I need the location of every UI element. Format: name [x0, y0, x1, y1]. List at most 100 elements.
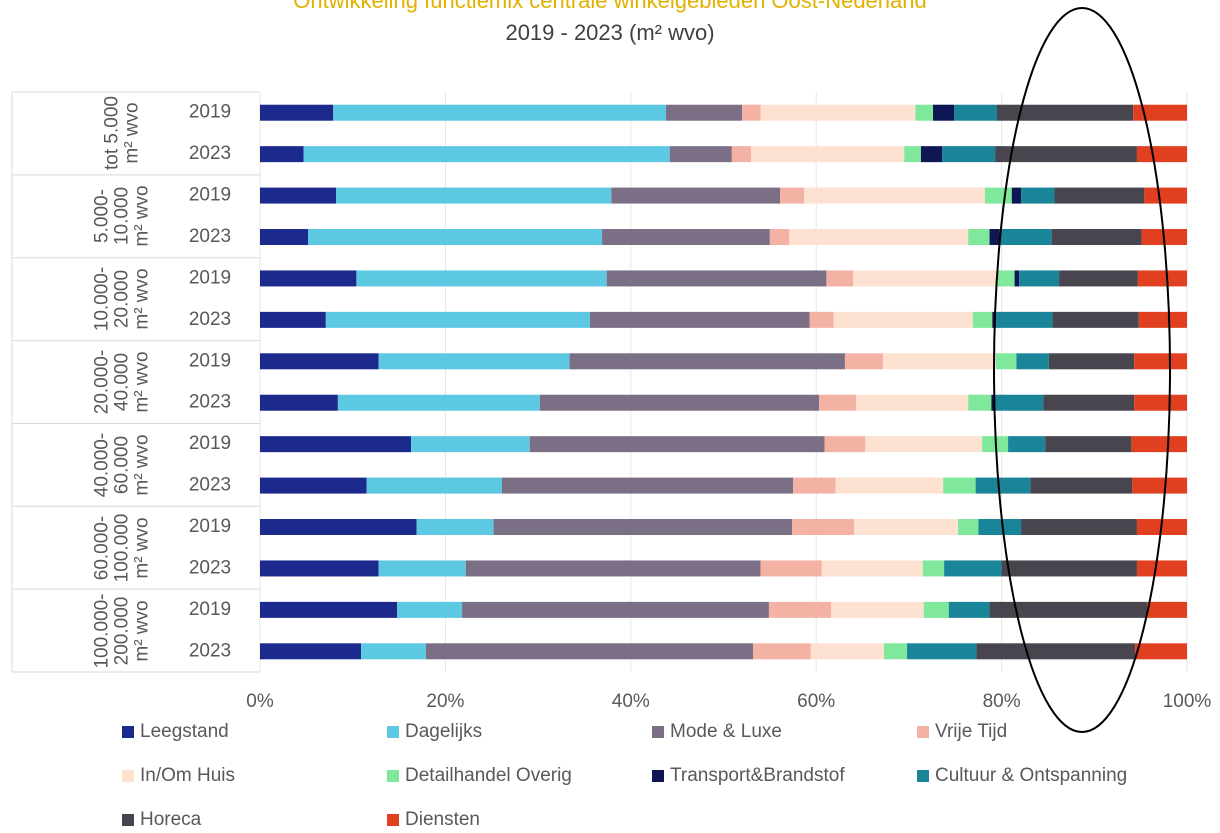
bar-segment	[972, 311, 993, 328]
bar-segment	[904, 146, 921, 163]
bar-segment	[361, 643, 426, 660]
bar-segment	[325, 311, 591, 328]
bar-segment	[1014, 270, 1020, 287]
y-tick-label: 2023	[189, 392, 231, 413]
bar-segment	[308, 229, 603, 246]
bar-segment	[856, 394, 969, 411]
bar-segment	[1136, 146, 1187, 163]
bar-segment	[958, 519, 979, 536]
bar-segment	[996, 270, 1015, 287]
bar-segment	[1001, 560, 1137, 577]
group-label: 60.000-100.000 m² wvo	[91, 513, 152, 583]
bar-segment	[821, 560, 923, 577]
bar-segment	[260, 436, 412, 453]
bar-segment	[425, 643, 754, 660]
bar-segment	[1144, 187, 1187, 204]
chart-title: Ontwikkeling functiemix centrale winkelg…	[293, 0, 926, 13]
bar-segment	[943, 477, 976, 494]
bar-segment	[337, 394, 540, 411]
bar-segment	[968, 229, 990, 246]
bar-segment	[1016, 353, 1049, 370]
legend-swatch	[122, 770, 134, 782]
bar-segment	[1008, 436, 1046, 453]
bar-segment	[411, 436, 530, 453]
bar-segment	[804, 187, 985, 204]
x-tick-label: 100%	[1163, 691, 1212, 712]
bar-segment	[865, 436, 983, 453]
bar-segment	[769, 229, 790, 246]
bar-segment	[780, 187, 805, 204]
bar-segment	[824, 436, 866, 453]
bar-segment	[976, 643, 1136, 660]
bar-segment	[984, 187, 1012, 204]
bar-segment	[818, 394, 857, 411]
bar-segment	[1134, 394, 1187, 411]
legend-swatch	[387, 770, 399, 782]
bar-segment	[611, 187, 781, 204]
y-tick-label: 2019	[189, 350, 231, 371]
bar-segment	[260, 477, 367, 494]
bar-segment	[996, 104, 1134, 121]
bar-segment	[1019, 270, 1060, 287]
bar-segment	[260, 560, 379, 577]
y-tick-label: 2019	[189, 102, 231, 123]
bar-segment	[810, 643, 884, 660]
bar-segment	[995, 146, 1137, 163]
legend-swatch	[122, 814, 134, 826]
legend-label: Dagelijks	[405, 721, 482, 742]
bar-segment	[1138, 311, 1187, 328]
x-tick-label: 80%	[983, 691, 1021, 712]
legend-swatch	[652, 770, 664, 782]
bar-segment	[844, 353, 883, 370]
bar-segment	[833, 311, 973, 328]
bar-segment	[991, 394, 995, 411]
bar-segment	[1048, 353, 1135, 370]
bar-segment	[751, 146, 905, 163]
bar-segment	[260, 187, 337, 204]
bar-segment	[835, 477, 944, 494]
bar-segment	[590, 311, 810, 328]
bar-segment	[923, 601, 949, 618]
bar-segment	[742, 104, 761, 121]
bar-segment	[378, 353, 570, 370]
legend-label: Diensten	[405, 809, 480, 830]
group-label: 40.000-60.000 m² wvo	[91, 432, 152, 498]
bar-segment	[854, 519, 959, 536]
bar-segment	[260, 104, 334, 121]
bar-segment	[303, 146, 670, 163]
bar-segment	[366, 477, 502, 494]
bar-segment	[1132, 477, 1187, 494]
x-tick-label: 40%	[612, 691, 650, 712]
bar-segment	[397, 601, 463, 618]
bar-segment	[260, 146, 304, 163]
bar-segment	[954, 104, 997, 121]
bar-segment	[915, 104, 934, 121]
y-tick-label: 2023	[189, 557, 231, 578]
bar-segment	[1021, 519, 1137, 536]
bar-segment	[994, 394, 1044, 411]
bar-segment	[666, 104, 743, 121]
bar-segment	[333, 104, 667, 121]
bar-segment	[260, 601, 398, 618]
bar-segment	[669, 146, 732, 163]
bar-segment	[768, 601, 832, 618]
bar-segment	[753, 643, 811, 660]
bar-segment	[1131, 436, 1187, 453]
bar-segment	[336, 187, 612, 204]
bar-segment	[975, 477, 1031, 494]
legend-label: Mode & Luxe	[670, 721, 782, 742]
bar-segment	[831, 601, 924, 618]
y-tick-label: 2019	[189, 185, 231, 206]
bar-segment	[539, 394, 819, 411]
bar-segment	[602, 229, 770, 246]
y-tick-label: 2023	[189, 475, 231, 496]
bar-segment	[996, 353, 1017, 370]
bar-segment	[883, 643, 908, 660]
bar-segment	[1043, 394, 1135, 411]
legend-swatch	[917, 726, 929, 738]
bar-segment	[989, 601, 1148, 618]
bar-segment	[1134, 353, 1187, 370]
y-tick-label: 2019	[189, 599, 231, 620]
bar-segment	[1054, 187, 1145, 204]
